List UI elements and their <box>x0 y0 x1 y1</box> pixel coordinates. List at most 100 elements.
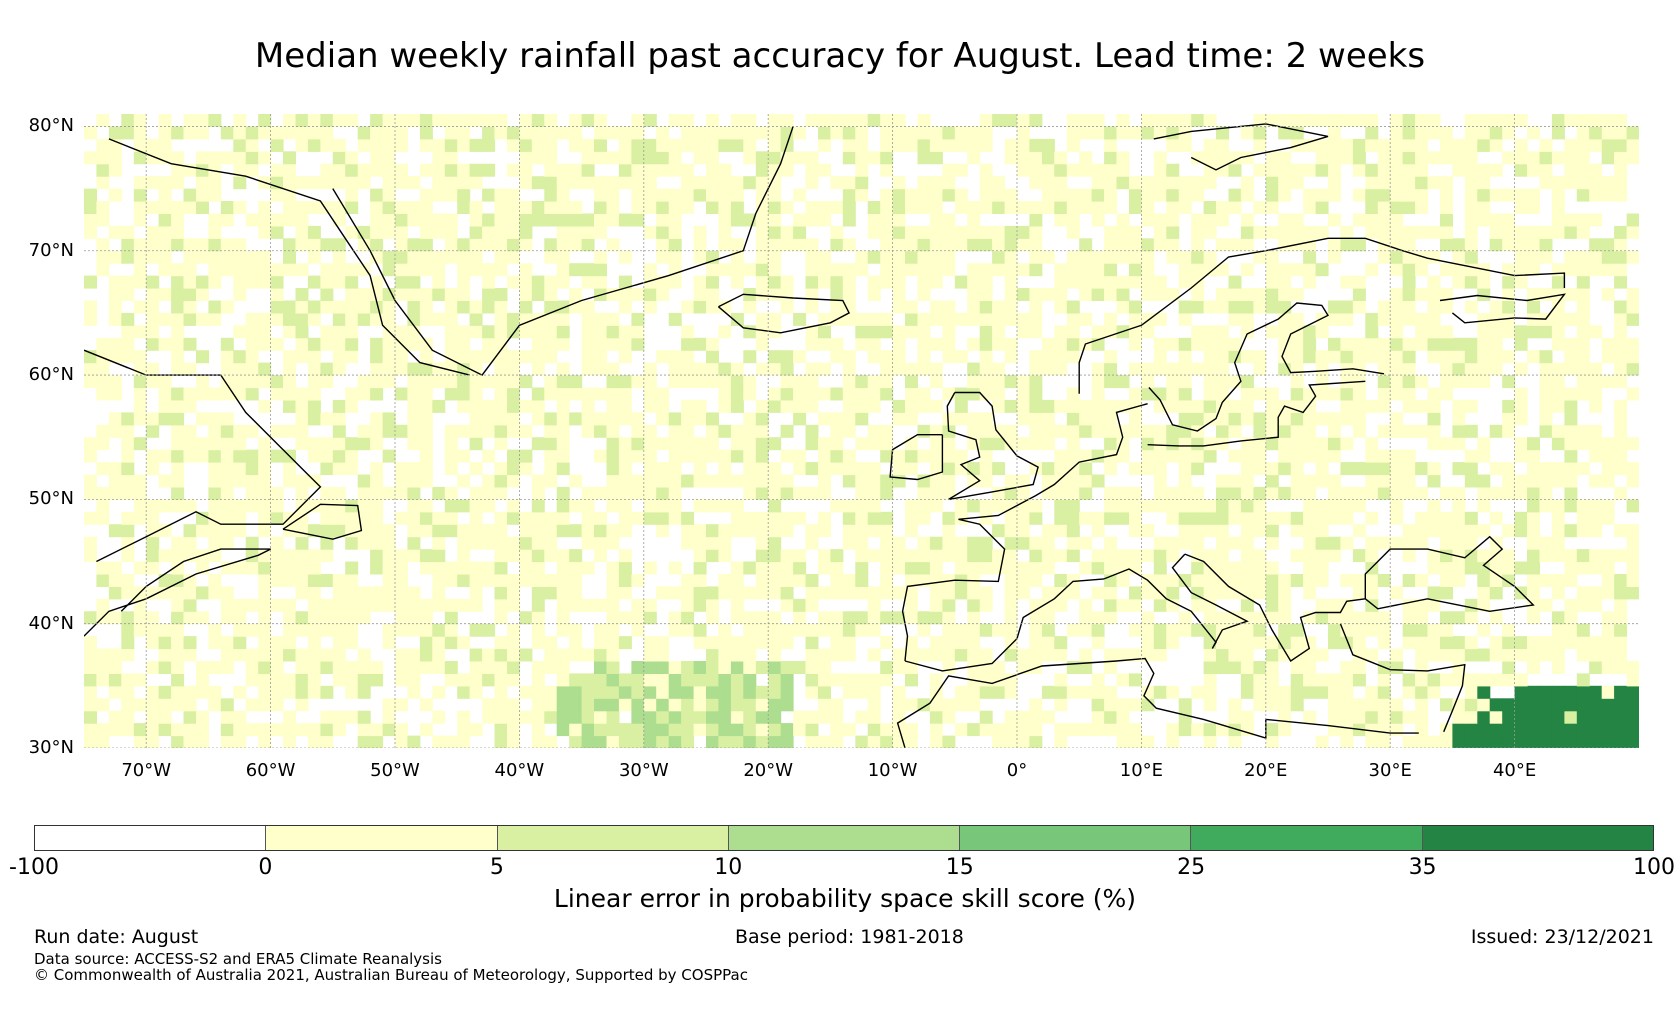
skill-cell <box>307 685 321 699</box>
skill-cell <box>1290 574 1304 587</box>
skill-cell <box>1004 275 1018 289</box>
skill-cell <box>1228 288 1242 301</box>
skill-cell <box>743 176 757 190</box>
skill-cell <box>494 673 508 687</box>
skill-cell <box>1054 648 1068 662</box>
skill-cell <box>681 586 695 600</box>
skill-cell <box>1340 238 1354 252</box>
skill-cell <box>643 437 657 451</box>
skill-cell <box>569 114 583 127</box>
coastline <box>1439 293 1567 324</box>
skill-cell <box>656 288 670 301</box>
skill-cell <box>146 499 160 513</box>
skill-cell <box>507 163 520 177</box>
skill-cell <box>1029 698 1043 712</box>
skill-cell <box>1091 126 1105 140</box>
skill-cell <box>1601 449 1615 463</box>
skill-cell <box>1315 499 1329 513</box>
skill-cell <box>345 673 359 687</box>
skill-cell <box>1551 325 1565 339</box>
skill-cell <box>332 362 346 376</box>
skill-cell <box>1402 449 1416 463</box>
skill-cell <box>432 263 446 277</box>
skill-cell <box>1253 623 1267 637</box>
skill-cell <box>768 437 782 451</box>
skill-cell <box>1290 698 1304 712</box>
skill-cell <box>718 474 732 488</box>
skill-cell <box>457 350 471 364</box>
skill-cell <box>1390 586 1404 600</box>
skill-cell <box>743 138 757 152</box>
skill-cell <box>1502 710 1516 724</box>
skill-cell <box>855 312 869 326</box>
skill-cell <box>1041 362 1055 376</box>
skill-cell <box>419 225 433 239</box>
skill-cell <box>643 300 657 314</box>
skill-cell <box>855 673 869 687</box>
skill-cell <box>531 151 545 165</box>
skill-cell <box>1539 685 1553 699</box>
skill-cell <box>780 288 794 301</box>
skill-cell <box>1166 288 1180 301</box>
skill-cell <box>133 499 147 513</box>
skill-cell <box>357 735 371 748</box>
skill-cell <box>419 661 433 674</box>
skill-cell <box>730 263 744 277</box>
skill-cell <box>594 250 607 264</box>
skill-cell <box>979 350 993 364</box>
skill-cell <box>1278 288 1292 301</box>
skill-cell <box>1576 263 1590 277</box>
skill-cell <box>967 499 981 513</box>
skill-cell <box>507 586 520 600</box>
skill-cell <box>1464 238 1478 252</box>
skill-cell <box>1303 524 1317 538</box>
skill-cell <box>531 511 545 525</box>
skill-cell <box>183 387 197 401</box>
skill-cell <box>345 387 359 401</box>
skill-cell <box>1203 163 1217 177</box>
skill-cell <box>1265 474 1279 488</box>
skill-cell <box>917 387 931 401</box>
skill-cell <box>96 574 110 587</box>
skill-cell <box>320 375 334 389</box>
skill-cell <box>1328 424 1341 438</box>
skill-cell <box>1477 350 1491 364</box>
skill-cell <box>1440 188 1453 202</box>
skill-cell <box>569 375 583 389</box>
skill-cell <box>295 474 309 488</box>
skill-cell <box>1017 163 1030 177</box>
skill-cell <box>544 437 558 451</box>
skill-cell <box>1551 176 1565 190</box>
skill-cell <box>1377 574 1391 587</box>
skill-cell <box>668 499 682 513</box>
skill-cell <box>1141 325 1155 339</box>
skill-cell <box>1129 648 1142 662</box>
skill-cell <box>1551 312 1565 326</box>
skill-cell <box>979 598 993 612</box>
skill-cell <box>1017 710 1030 724</box>
skill-cell <box>395 263 408 277</box>
skill-cell <box>693 188 707 202</box>
skill-cell <box>1153 151 1167 165</box>
skill-cell <box>1240 524 1254 538</box>
skill-cell <box>1527 524 1540 538</box>
skill-cell <box>1191 586 1205 600</box>
skill-cell <box>1041 437 1055 451</box>
skill-cell <box>419 188 433 202</box>
skill-cell <box>1402 263 1416 277</box>
skill-cell <box>171 238 185 252</box>
skill-cell <box>531 474 545 488</box>
skill-cell <box>905 574 918 587</box>
skill-cell <box>805 524 819 538</box>
skill-cell <box>581 362 595 376</box>
skill-cell <box>395 114 408 127</box>
skill-cell <box>444 288 458 301</box>
longitude-label: 30°E <box>1368 760 1412 781</box>
skill-cell <box>1614 250 1628 264</box>
skill-cell <box>1240 375 1254 389</box>
skill-cell <box>706 474 719 488</box>
skill-cell <box>457 126 471 140</box>
skill-cell <box>1390 288 1404 301</box>
skill-cell <box>482 399 496 413</box>
skill-cell <box>171 499 185 513</box>
